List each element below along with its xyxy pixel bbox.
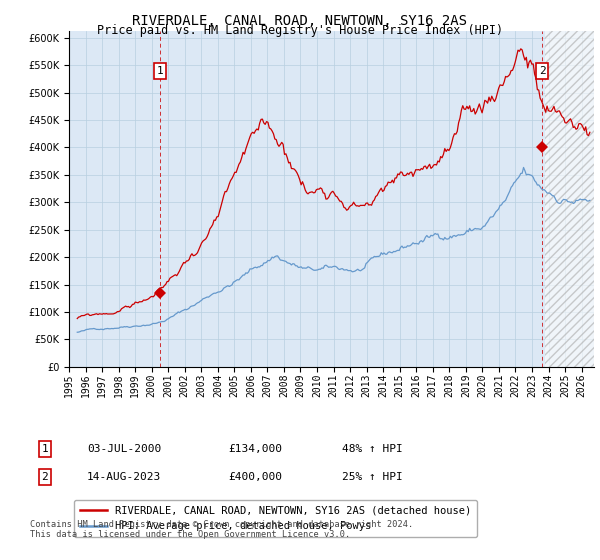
Text: 03-JUL-2000: 03-JUL-2000 [87, 444, 161, 454]
Text: 14-AUG-2023: 14-AUG-2023 [87, 472, 161, 482]
Text: 2: 2 [539, 66, 545, 76]
Legend: RIVERDALE, CANAL ROAD, NEWTOWN, SY16 2AS (detached house), HPI: Average price, d: RIVERDALE, CANAL ROAD, NEWTOWN, SY16 2AS… [74, 500, 478, 538]
Text: 48% ↑ HPI: 48% ↑ HPI [342, 444, 403, 454]
Text: Contains HM Land Registry data © Crown copyright and database right 2024.
This d: Contains HM Land Registry data © Crown c… [30, 520, 413, 539]
Bar [545, 31, 594, 367]
Text: Price paid vs. HM Land Registry's House Price Index (HPI): Price paid vs. HM Land Registry's House … [97, 24, 503, 37]
Text: RIVERDALE, CANAL ROAD, NEWTOWN, SY16 2AS: RIVERDALE, CANAL ROAD, NEWTOWN, SY16 2AS [133, 14, 467, 28]
Text: 1: 1 [41, 444, 49, 454]
Text: 1: 1 [157, 66, 163, 76]
Text: 25% ↑ HPI: 25% ↑ HPI [342, 472, 403, 482]
Text: £134,000: £134,000 [228, 444, 282, 454]
Text: £400,000: £400,000 [228, 472, 282, 482]
Text: 2: 2 [41, 472, 49, 482]
